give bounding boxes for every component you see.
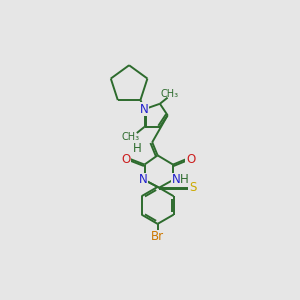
Text: H: H <box>179 173 188 187</box>
Text: S: S <box>189 181 197 194</box>
Text: CH₃: CH₃ <box>161 89 179 99</box>
Text: H: H <box>132 142 141 155</box>
Text: N: N <box>140 103 149 116</box>
Text: N: N <box>139 173 147 187</box>
Text: Br: Br <box>151 230 164 244</box>
Text: O: O <box>122 153 131 166</box>
Text: O: O <box>186 153 195 166</box>
Text: N: N <box>172 173 181 187</box>
Text: CH₃: CH₃ <box>122 132 140 142</box>
